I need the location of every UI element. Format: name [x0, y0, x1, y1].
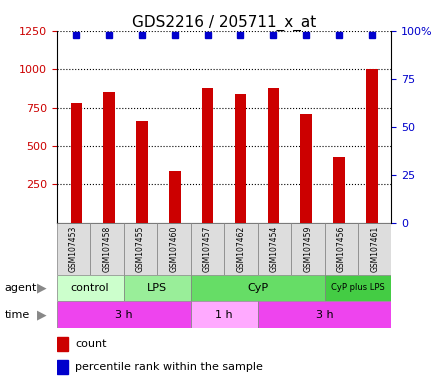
Text: GSM107455: GSM107455 — [135, 225, 145, 272]
FancyBboxPatch shape — [290, 223, 324, 275]
FancyBboxPatch shape — [190, 223, 224, 275]
FancyBboxPatch shape — [123, 223, 157, 275]
Text: control: control — [71, 283, 109, 293]
Bar — [56, 360, 68, 374]
Bar — [300, 114, 311, 223]
Text: GSM107458: GSM107458 — [102, 225, 111, 272]
Text: LPS: LPS — [147, 283, 167, 293]
Bar — [201, 88, 213, 223]
Text: 3 h: 3 h — [315, 310, 332, 320]
FancyBboxPatch shape — [324, 275, 391, 301]
Bar — [56, 337, 68, 351]
Text: GSM107454: GSM107454 — [269, 225, 278, 272]
FancyBboxPatch shape — [56, 301, 190, 328]
Bar — [103, 92, 115, 223]
Text: GSM107462: GSM107462 — [236, 225, 245, 272]
Bar — [332, 157, 344, 223]
Text: agent: agent — [4, 283, 36, 293]
Text: CyP plus LPS: CyP plus LPS — [330, 283, 384, 293]
FancyBboxPatch shape — [257, 223, 290, 275]
Text: GSM107461: GSM107461 — [369, 225, 378, 272]
FancyBboxPatch shape — [90, 223, 123, 275]
Text: CyP: CyP — [247, 283, 267, 293]
Text: count: count — [75, 339, 106, 349]
FancyBboxPatch shape — [190, 301, 257, 328]
Bar — [136, 121, 147, 223]
Text: GSM107456: GSM107456 — [336, 225, 345, 272]
FancyBboxPatch shape — [324, 223, 357, 275]
FancyBboxPatch shape — [123, 275, 190, 301]
FancyBboxPatch shape — [56, 275, 123, 301]
FancyBboxPatch shape — [157, 223, 190, 275]
Text: time: time — [4, 310, 30, 320]
FancyBboxPatch shape — [224, 223, 257, 275]
Text: ▶: ▶ — [36, 308, 46, 321]
Text: 3 h: 3 h — [115, 310, 132, 320]
Text: 1 h: 1 h — [215, 310, 232, 320]
Text: GSM107460: GSM107460 — [169, 225, 178, 272]
FancyBboxPatch shape — [190, 275, 324, 301]
Text: GSM107453: GSM107453 — [69, 225, 78, 272]
Bar — [234, 94, 246, 223]
Text: ▶: ▶ — [36, 281, 46, 295]
Title: GDS2216 / 205711_x_at: GDS2216 / 205711_x_at — [132, 15, 316, 31]
Text: GSM107457: GSM107457 — [202, 225, 211, 272]
FancyBboxPatch shape — [357, 223, 391, 275]
Bar — [169, 171, 180, 223]
Text: percentile rank within the sample: percentile rank within the sample — [75, 362, 262, 372]
Bar — [365, 69, 377, 223]
FancyBboxPatch shape — [257, 301, 391, 328]
Bar — [267, 88, 278, 223]
Text: GSM107459: GSM107459 — [302, 225, 312, 272]
Bar — [70, 103, 82, 223]
FancyBboxPatch shape — [56, 223, 90, 275]
